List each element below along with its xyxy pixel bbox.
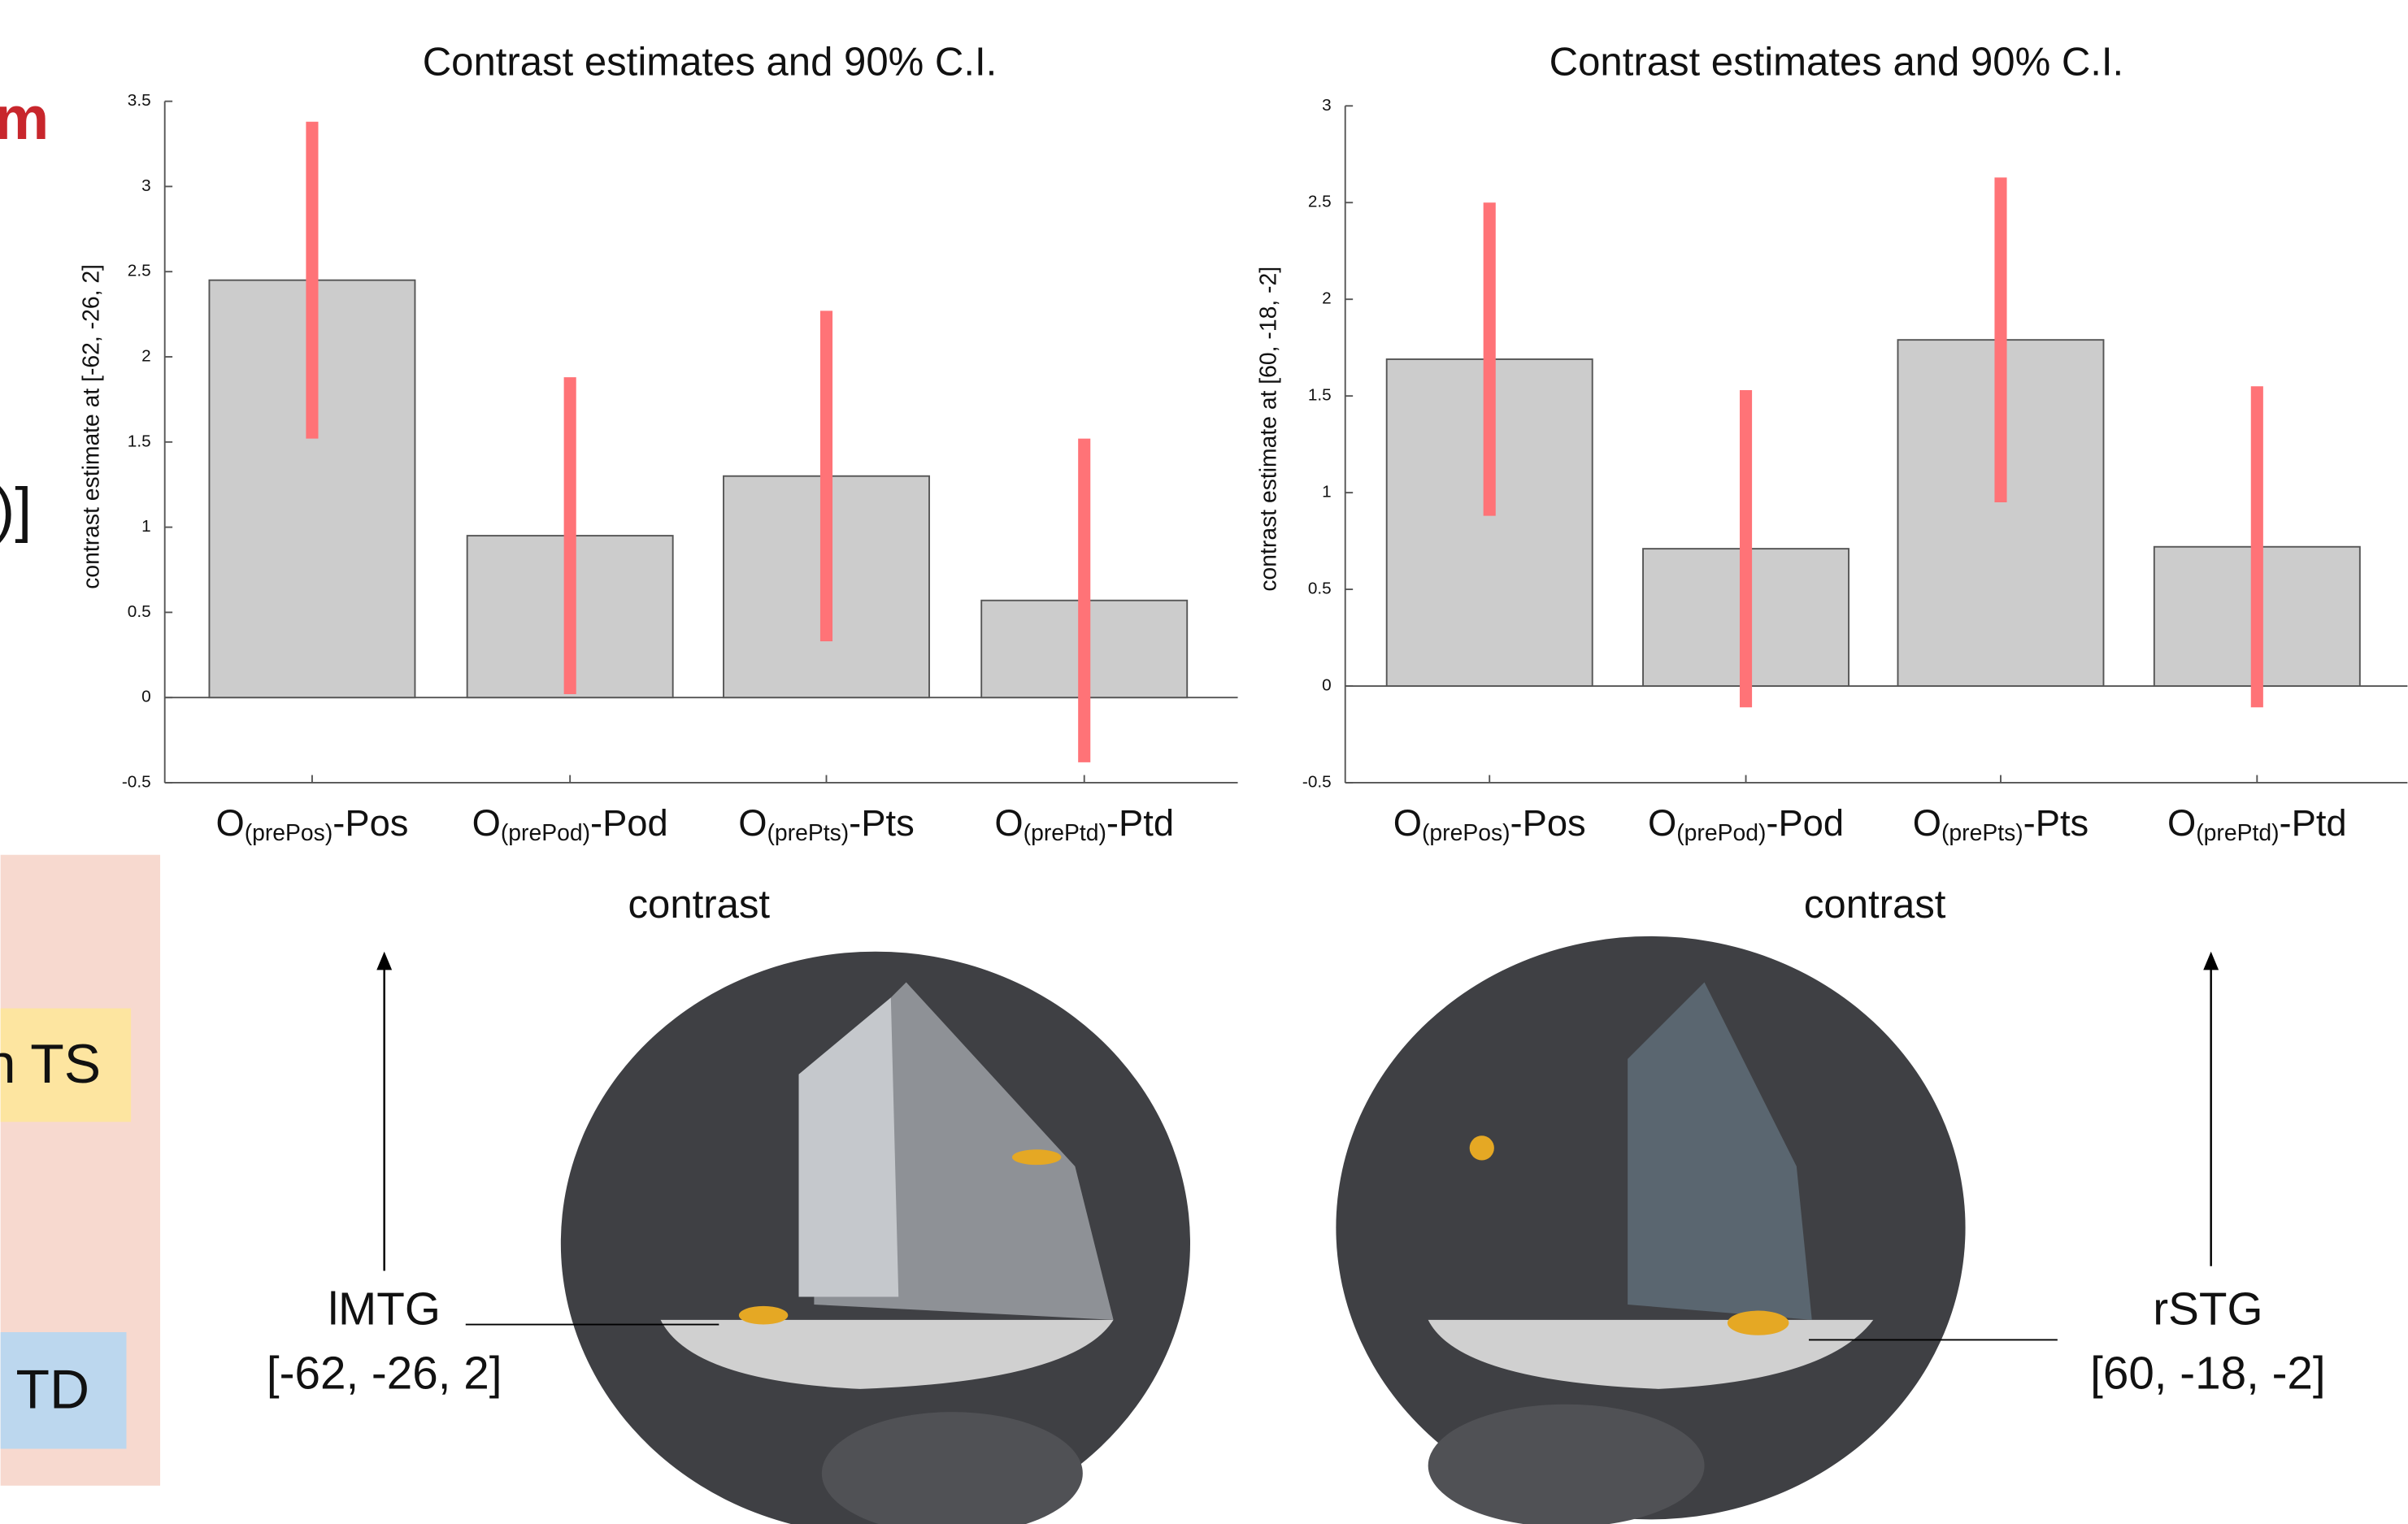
y-tick-label: 3 xyxy=(141,176,151,195)
y-tick-label: 1.5 xyxy=(128,432,151,450)
x-tick-label: O(prePtd)-Ptd xyxy=(994,802,1174,847)
x-tick-label: O(prePod)-Pod xyxy=(472,802,668,847)
region-coords: [60, -18, -2] xyxy=(2090,1348,2326,1400)
y-tick-label: 3 xyxy=(1322,96,1332,115)
fragment: )] xyxy=(0,476,32,545)
slide: m )] n TS TD lMTG [-62, -26, 2] rSTG [60… xyxy=(0,0,2408,1524)
brain-left xyxy=(561,952,1190,1524)
y-tick-label: 0 xyxy=(141,688,151,706)
y-tick-label: 0 xyxy=(1322,676,1332,695)
chart-title: Contrast estimates and 90% C.I. xyxy=(1550,40,2124,84)
y-tick-label: 1 xyxy=(141,517,151,536)
x-axis-label: contrast xyxy=(1804,883,1946,927)
fragment: TD xyxy=(16,1358,90,1420)
y-tick-label: 2 xyxy=(141,346,151,365)
fragment: m xyxy=(0,85,49,153)
chart-title: Contrast estimates and 90% C.I. xyxy=(423,40,998,84)
x-axis-label: contrast xyxy=(628,883,770,927)
x-tick-label: O(prePod)-Pod xyxy=(1648,802,1844,847)
region-label: lMTG xyxy=(328,1283,440,1335)
y-axis-label: contrast estimate at [60, -18, -2] xyxy=(1256,267,1282,592)
x-tick-label: O(prePts)-Pts xyxy=(1913,802,2089,847)
region-label: rSTG xyxy=(2153,1283,2262,1335)
y-tick-label: -0.5 xyxy=(1302,772,1332,791)
y-tick-label: 0.5 xyxy=(1308,580,1332,598)
y-tick-label: -0.5 xyxy=(122,772,151,791)
y-tick-label: 3.5 xyxy=(128,91,151,110)
y-tick-label: 2 xyxy=(1322,289,1332,308)
x-tick-label: O(prePos)-Pos xyxy=(1393,802,1586,847)
y-axis-label: contrast estimate at [-62, -26, 2] xyxy=(78,264,104,589)
region-coords: [-62, -26, 2] xyxy=(267,1348,502,1400)
y-tick-label: 2.5 xyxy=(1308,193,1332,211)
y-tick-label: 1 xyxy=(1322,483,1332,501)
y-tick-label: 2.5 xyxy=(128,262,151,280)
x-tick-label: O(prePts)-Pts xyxy=(738,802,914,847)
x-tick-label: O(prePos)-Pos xyxy=(215,802,408,847)
y-tick-label: 1.5 xyxy=(1308,386,1332,405)
brain-right xyxy=(1336,936,1965,1524)
y-tick-label: 0.5 xyxy=(128,602,151,621)
fragment: n TS xyxy=(0,1033,101,1095)
x-tick-label: O(prePtd)-Ptd xyxy=(2167,802,2347,847)
